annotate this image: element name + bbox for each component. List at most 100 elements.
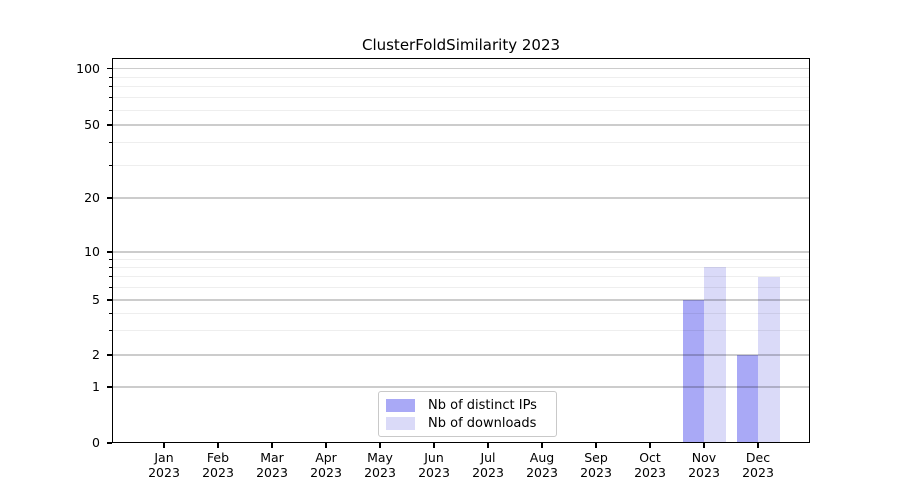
x-tick-month: Mar bbox=[260, 450, 284, 465]
x-tick-mark-aug bbox=[541, 443, 543, 448]
x-tick-mark-nov bbox=[703, 443, 705, 448]
x-tick-month: Oct bbox=[639, 450, 661, 465]
y-axis-tick-label-100: 100 bbox=[76, 60, 100, 76]
bar-nb-of-downloads-dec bbox=[758, 276, 780, 443]
y-tick-mark-1 bbox=[106, 386, 112, 388]
x-tick-mark-jan bbox=[163, 443, 165, 448]
y-minor-tick-mark-9 bbox=[109, 258, 112, 260]
y-tick-mark-50 bbox=[106, 124, 112, 126]
y-tick-mark-2 bbox=[106, 354, 112, 356]
x-axis-tick-label-mar: Mar 2023 bbox=[245, 450, 299, 480]
x-tick-year: 2023 bbox=[526, 465, 558, 480]
bar-nb-of-downloads-nov bbox=[704, 267, 726, 443]
x-axis-tick-label-aug: Aug 2023 bbox=[515, 450, 569, 480]
y-axis-tick-label-5: 5 bbox=[92, 292, 100, 307]
x-tick-year: 2023 bbox=[634, 465, 666, 480]
x-axis-tick-label-jun: Jun 2023 bbox=[407, 450, 461, 480]
gridline-minor-6 bbox=[112, 286, 810, 288]
y-tick-mark-100 bbox=[106, 67, 112, 70]
x-tick-month: Jul bbox=[480, 450, 496, 465]
gridline-major-20 bbox=[112, 197, 810, 199]
x-tick-month: Nov bbox=[691, 450, 717, 465]
bar-nb-of-distinct-ips-dec bbox=[736, 355, 758, 443]
y-minor-tick-mark-3 bbox=[109, 330, 112, 332]
gridline-major-100 bbox=[112, 67, 810, 70]
bar-nb-of-distinct-ips-nov bbox=[682, 300, 704, 443]
x-axis-tick-label-may: May 2023 bbox=[353, 450, 407, 480]
legend-entry-nb-of-downloads: Nb of downloads bbox=[386, 416, 556, 431]
x-axis-tick-label-sep: Sep 2023 bbox=[569, 450, 623, 480]
gridline-minor-30 bbox=[112, 165, 810, 167]
y-minor-tick-mark-40 bbox=[109, 142, 112, 144]
y-minor-tick-mark-70 bbox=[109, 97, 112, 99]
legend: Nb of distinct IPs Nb of downloads bbox=[378, 391, 557, 437]
x-axis-tick-label-nov: Nov 2023 bbox=[677, 450, 731, 480]
x-tick-month: Jan bbox=[154, 450, 174, 465]
x-tick-mark-mar bbox=[271, 443, 273, 448]
gridline-minor-4 bbox=[112, 312, 810, 314]
gridline-major-10 bbox=[112, 251, 810, 253]
y-axis-tick-label-50: 50 bbox=[84, 117, 100, 132]
gridline-minor-9 bbox=[112, 258, 810, 260]
plot-area bbox=[112, 58, 810, 443]
y-tick-mark-10 bbox=[106, 251, 112, 253]
gridline-minor-70 bbox=[112, 97, 810, 99]
y-tick-mark-20 bbox=[106, 197, 112, 199]
legend-label-nb-of-distinct-ips: Nb of distinct IPs bbox=[428, 397, 537, 413]
x-tick-year: 2023 bbox=[742, 465, 774, 480]
x-axis-tick-label-apr: Apr 2023 bbox=[299, 450, 353, 480]
y-minor-tick-mark-7 bbox=[109, 276, 112, 278]
y-minor-tick-mark-60 bbox=[109, 109, 112, 111]
gridline-major-5 bbox=[112, 299, 810, 301]
legend-swatch-nb-of-downloads bbox=[386, 416, 415, 430]
y-minor-tick-mark-80 bbox=[109, 86, 112, 88]
x-tick-month: Jun bbox=[424, 450, 444, 465]
gridline-minor-60 bbox=[112, 109, 810, 111]
x-tick-mark-apr bbox=[325, 443, 327, 448]
x-tick-year: 2023 bbox=[148, 465, 180, 480]
gridline-major-1 bbox=[112, 386, 810, 388]
y-axis-tick-label-20: 20 bbox=[84, 190, 100, 205]
x-axis-tick-label-oct: Oct 2023 bbox=[623, 450, 677, 480]
y-axis-tick-label-2: 2 bbox=[92, 347, 100, 362]
x-tick-year: 2023 bbox=[418, 465, 450, 480]
y-minor-tick-mark-30 bbox=[109, 165, 112, 167]
x-tick-year: 2023 bbox=[310, 465, 342, 480]
x-tick-year: 2023 bbox=[688, 465, 720, 480]
x-tick-month: Feb bbox=[206, 450, 230, 465]
x-tick-mark-dec bbox=[757, 443, 759, 448]
x-tick-mark-feb bbox=[217, 443, 219, 448]
gridline-minor-40 bbox=[112, 142, 810, 144]
x-tick-month: Apr bbox=[315, 450, 337, 465]
x-axis-tick-label-dec: Dec 2023 bbox=[731, 450, 785, 480]
x-axis-tick-label-feb: Feb 2023 bbox=[191, 450, 245, 480]
y-axis-tick-label-0: 0 bbox=[92, 435, 100, 450]
legend-swatch-nb-of-distinct-ips bbox=[386, 398, 415, 412]
x-tick-mark-jul bbox=[487, 443, 489, 448]
x-tick-year: 2023 bbox=[580, 465, 612, 480]
x-tick-month: Aug bbox=[529, 450, 555, 465]
gridline-minor-80 bbox=[112, 86, 810, 88]
legend-label-nb-of-downloads: Nb of downloads bbox=[428, 415, 537, 431]
x-tick-mark-sep bbox=[595, 443, 597, 448]
y-axis-tick-label-10: 10 bbox=[84, 244, 100, 259]
x-tick-year: 2023 bbox=[256, 465, 288, 480]
x-tick-year: 2023 bbox=[364, 465, 396, 480]
gridline-minor-90 bbox=[112, 76, 810, 78]
y-minor-tick-mark-6 bbox=[109, 286, 112, 288]
y-tick-mark-0 bbox=[106, 442, 112, 444]
y-minor-tick-mark-90 bbox=[109, 76, 112, 78]
y-minor-tick-mark-8 bbox=[109, 266, 112, 268]
x-tick-year: 2023 bbox=[202, 465, 234, 480]
y-minor-tick-mark-4 bbox=[109, 312, 112, 314]
gridline-minor-8 bbox=[112, 266, 810, 268]
gridline-major-50 bbox=[112, 124, 810, 126]
x-tick-mark-jun bbox=[433, 443, 435, 448]
y-tick-mark-5 bbox=[106, 299, 112, 301]
y-axis-tick-label-1: 1 bbox=[92, 379, 100, 394]
gridline-minor-7 bbox=[112, 276, 810, 278]
x-tick-mark-oct bbox=[649, 443, 651, 448]
x-axis-tick-label-jan: Jan 2023 bbox=[137, 450, 191, 480]
gridline-minor-3 bbox=[112, 330, 810, 332]
